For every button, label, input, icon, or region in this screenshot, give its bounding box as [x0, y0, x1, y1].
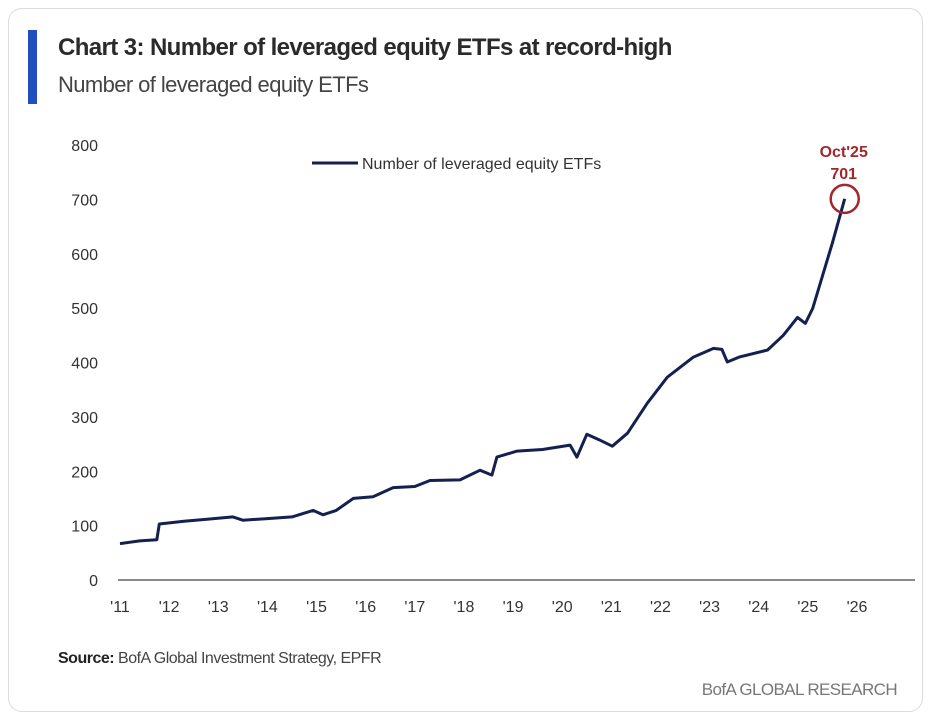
chart-title: Chart 3: Number of leveraged equity ETFs…	[58, 34, 672, 61]
source-label: Source:	[58, 650, 115, 667]
y-tick-label: 600	[71, 247, 98, 264]
x-tick-label: '21	[601, 599, 622, 616]
x-tick-label: '14	[257, 599, 278, 616]
title-accent-bar	[28, 30, 37, 104]
x-tick-label: '24	[748, 599, 769, 616]
y-tick-label: 800	[71, 138, 98, 155]
x-tick-label: '17	[404, 599, 425, 616]
y-tick-label: 100	[71, 519, 98, 536]
source-note: Source: BofA Global Investment Strategy,…	[58, 650, 382, 668]
series-line-leveraged-etfs	[119, 198, 847, 546]
y-tick-label: 700	[71, 192, 98, 209]
x-tick-label: '15	[306, 599, 327, 616]
y-tick-label: 0	[89, 573, 98, 590]
y-tick-label: 400	[71, 356, 98, 373]
x-tick-label: '16	[355, 599, 376, 616]
y-tick-label: 300	[71, 410, 98, 427]
annotation-date: Oct'25	[820, 144, 868, 161]
record-high-marker	[829, 183, 860, 215]
y-tick-label: 200	[71, 464, 98, 481]
x-tick-label: '19	[503, 599, 524, 616]
brand-watermark: BofA GLOBAL RESEARCH	[701, 680, 898, 699]
y-tick-label: 500	[71, 301, 98, 318]
x-tick-label: '22	[650, 599, 671, 616]
x-tick-label: '12	[159, 599, 180, 616]
x-tick-label: '18	[454, 599, 475, 616]
chart-subtitle: Number of leveraged equity ETFs	[58, 72, 369, 97]
x-tick-label: '11	[110, 599, 130, 616]
chart-card	[8, 8, 923, 712]
x-tick-label: '13	[208, 599, 229, 616]
annotation-value: 701	[830, 166, 857, 183]
x-tick-label: '25	[797, 599, 818, 616]
x-tick-label: '23	[699, 599, 720, 616]
legend-label: Number of leveraged equity ETFs	[362, 156, 601, 173]
x-tick-label: '20	[552, 599, 573, 616]
x-tick-label: '26	[847, 599, 868, 616]
source-text: BofA Global Investment Strategy, EPFR	[114, 650, 382, 667]
